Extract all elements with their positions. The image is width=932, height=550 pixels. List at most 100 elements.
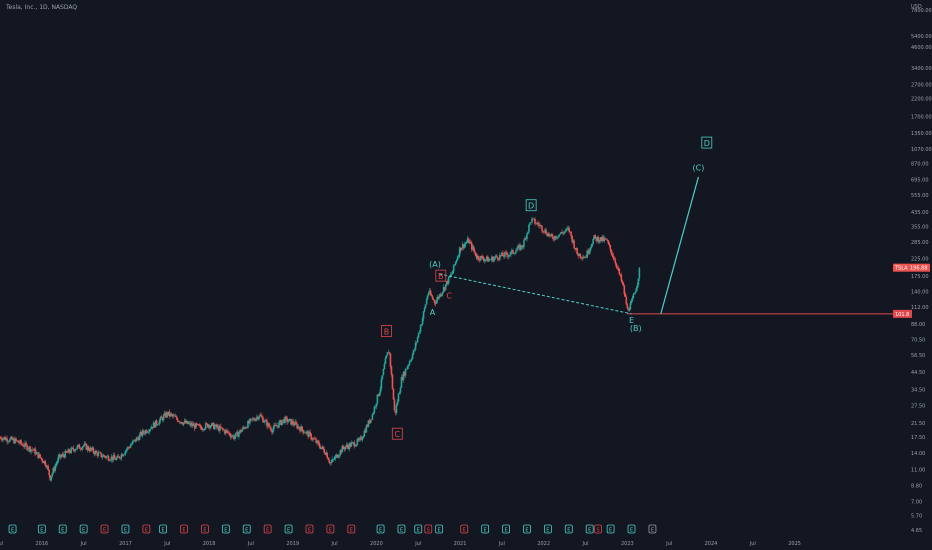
candle-body	[125, 449, 128, 451]
candle-body	[575, 248, 577, 250]
candle-body	[446, 281, 449, 284]
candle-body	[291, 420, 293, 425]
candle-body	[452, 264, 455, 272]
candle-body	[626, 304, 629, 309]
candle-body	[424, 304, 427, 308]
candle-body	[191, 423, 194, 427]
candle-body	[617, 267, 620, 269]
x-tick-label: Jul	[0, 541, 3, 547]
event-marker-box	[284, 524, 293, 534]
candle-body	[498, 259, 500, 260]
x-tick-label: Jul	[163, 541, 170, 547]
x-tick-label: Jul	[414, 541, 421, 547]
candle-body	[14, 438, 16, 444]
candle-body	[175, 416, 178, 419]
candle-body	[419, 325, 422, 332]
y-tick-label: 11.00	[911, 468, 925, 474]
candle-body	[500, 254, 502, 256]
candle-body	[322, 446, 325, 450]
candle-body	[160, 416, 163, 418]
candle-body	[553, 238, 555, 240]
candle-body	[40, 457, 42, 459]
candle-body	[287, 421, 289, 423]
candle-body	[577, 254, 579, 256]
candle-body	[405, 369, 408, 370]
candle-body	[520, 245, 522, 250]
candle-body	[28, 446, 30, 450]
candle-body	[398, 392, 401, 395]
candle-body	[198, 425, 201, 426]
candle-body	[79, 448, 82, 450]
candle-body	[457, 255, 460, 257]
event-marker: E	[162, 528, 165, 534]
event-marker: E	[525, 528, 528, 534]
candle-body	[539, 225, 541, 227]
candle-body	[421, 318, 424, 325]
candle-body	[155, 420, 158, 425]
candle-body	[512, 249, 514, 254]
candle-body	[346, 444, 349, 447]
wave-label: (C)	[693, 164, 705, 173]
y-tick-label: 7800.00	[911, 8, 932, 14]
event-marker: E	[630, 528, 633, 534]
candle-body	[433, 300, 436, 304]
candle-body	[234, 436, 236, 440]
candle-body	[161, 417, 164, 421]
candle-body	[459, 247, 462, 251]
candle-body	[569, 231, 571, 233]
candle-body	[32, 449, 34, 451]
candle-body	[126, 447, 129, 450]
candle-body	[151, 427, 154, 429]
candle-body	[143, 432, 146, 434]
candle-body	[39, 454, 41, 458]
candle-body	[164, 413, 167, 418]
candle-body	[47, 466, 49, 470]
candle-body	[71, 447, 74, 449]
x-tick-label: 2021	[454, 541, 467, 547]
candle-body	[474, 252, 477, 257]
candle-body	[472, 246, 475, 251]
candle-body	[260, 414, 262, 417]
candle-body	[319, 446, 321, 449]
candle-body	[499, 254, 501, 260]
candle-body	[380, 378, 383, 389]
candle-body	[502, 252, 504, 257]
candle-body	[336, 454, 339, 458]
candle-body	[238, 432, 240, 437]
candle-body	[63, 455, 66, 458]
candle-body	[313, 438, 315, 440]
candle-body	[557, 237, 559, 238]
candle-body	[95, 450, 98, 453]
candle-body	[481, 256, 484, 259]
candle-body	[235, 432, 237, 437]
candle-body	[72, 447, 75, 450]
candle-body	[511, 249, 513, 252]
candle-body	[141, 430, 144, 436]
x-tick-label: 2020	[370, 541, 383, 547]
candle-body	[130, 444, 133, 446]
candle-body	[149, 428, 152, 430]
wave-trendline	[439, 273, 632, 315]
candle-body	[631, 298, 634, 301]
candle-body	[185, 420, 188, 424]
candle-body	[488, 259, 490, 262]
candle-body	[365, 425, 368, 433]
candle-body	[634, 291, 637, 294]
candle-body	[254, 419, 256, 421]
candle-body	[136, 437, 139, 439]
candle-body	[286, 417, 288, 423]
candle-body	[379, 388, 382, 393]
candle-body	[67, 449, 70, 453]
event-marker-box	[481, 524, 490, 534]
candle-body	[81, 447, 84, 450]
candle-body	[536, 222, 538, 224]
candle-body	[425, 299, 428, 305]
candle-body	[76, 445, 79, 449]
candle-body	[451, 271, 454, 275]
y-tick-label: 175.00	[911, 274, 929, 280]
candle-body	[217, 426, 219, 428]
candle-body	[281, 421, 283, 425]
candle-body	[401, 377, 404, 381]
candle-body	[582, 257, 584, 259]
